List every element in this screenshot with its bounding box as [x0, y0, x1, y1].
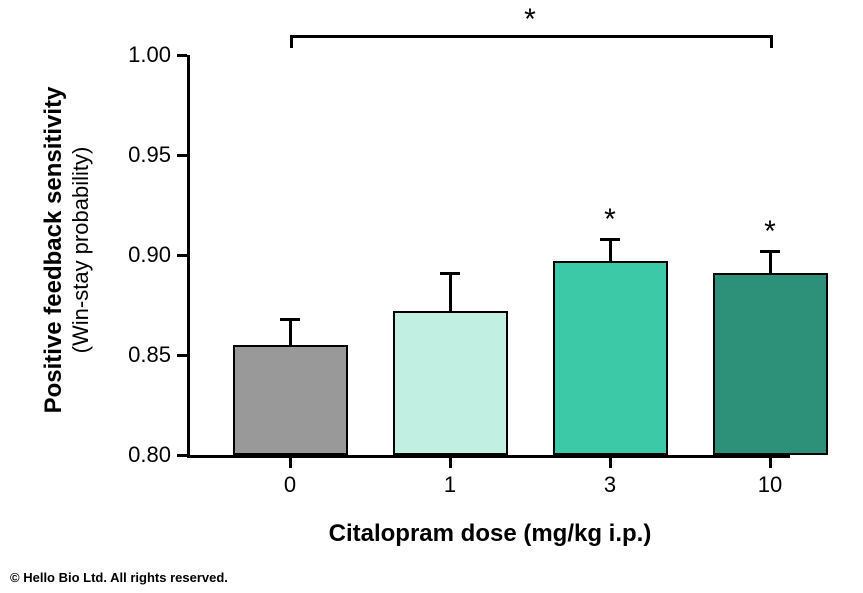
bar: [393, 311, 508, 455]
error-bar-cap: [760, 250, 780, 253]
error-bar-cap: [440, 272, 460, 275]
x-tick: [289, 458, 292, 468]
error-bar-cap: [280, 318, 300, 321]
x-tick: [449, 458, 452, 468]
significance-bracket-star: *: [515, 3, 545, 37]
y-tick: [177, 454, 187, 457]
significance-bracket-drop: [290, 35, 293, 48]
y-tick: [177, 154, 187, 157]
x-tick: [769, 458, 772, 468]
y-tick: [177, 354, 187, 357]
copyright: © Hello Bio Ltd. All rights reserved.: [10, 570, 228, 585]
y-axis-line: [187, 55, 190, 458]
copyright-symbol: ©: [10, 570, 20, 585]
error-bar-line: [769, 251, 772, 273]
error-bar-line: [609, 239, 612, 261]
bar: [553, 261, 668, 455]
y-axis-title: Positive feedback sensitivity (Win-stay …: [40, 40, 94, 460]
y-axis-title-normal: (Win-stay probability): [68, 147, 93, 354]
x-tick-label: 0: [250, 472, 330, 498]
error-bar-line: [289, 319, 292, 345]
y-tick: [177, 254, 187, 257]
copyright-text: Hello Bio Ltd. All rights reserved.: [23, 570, 228, 585]
bar: [713, 273, 828, 455]
y-tick-label: 1.00: [128, 42, 171, 68]
y-tick-label: 0.85: [128, 342, 171, 368]
x-axis-line: [187, 455, 790, 458]
plot-area: 0.800.850.900.951.0001310***: [190, 55, 790, 455]
x-tick-label: 10: [730, 472, 810, 498]
significance-star: *: [595, 203, 625, 237]
error-bar-cap: [600, 238, 620, 241]
chart-container: Positive feedback sensitivity (Win-stay …: [0, 0, 863, 593]
y-tick-label: 0.90: [128, 242, 171, 268]
significance-bracket-drop: [770, 35, 773, 48]
y-tick-label: 0.80: [128, 442, 171, 468]
x-tick: [609, 458, 612, 468]
significance-star: *: [755, 215, 785, 249]
x-tick-label: 1: [410, 472, 490, 498]
x-tick-label: 3: [570, 472, 650, 498]
y-axis-title-bold: Positive feedback sensitivity: [40, 87, 67, 414]
x-axis-title: Citalopram dose (mg/kg i.p.): [190, 520, 790, 548]
y-tick: [177, 54, 187, 57]
bar: [233, 345, 348, 455]
error-bar-line: [449, 273, 452, 311]
y-tick-label: 0.95: [128, 142, 171, 168]
